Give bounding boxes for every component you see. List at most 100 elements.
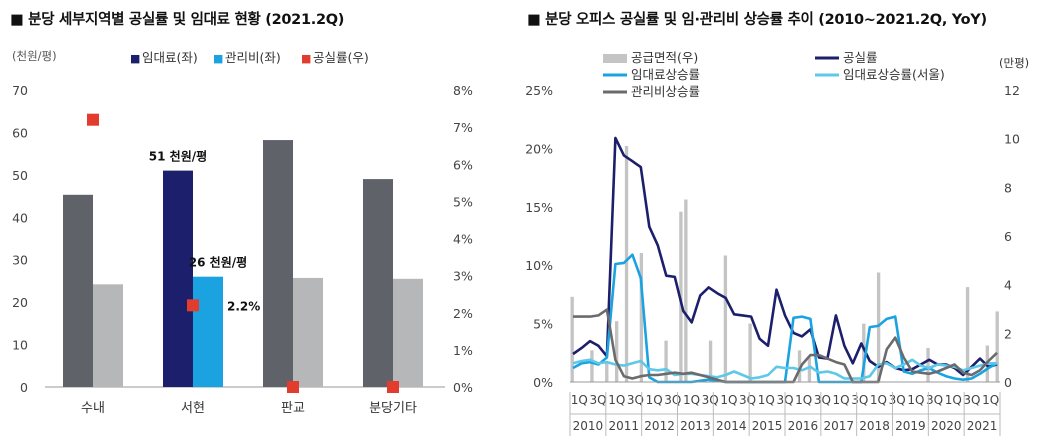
vacancy-marker bbox=[87, 113, 99, 126]
supply-bar bbox=[807, 357, 812, 382]
x-tick-label: 3Q bbox=[627, 393, 644, 407]
x-tick-label: 3Q bbox=[889, 393, 906, 407]
y2-tick-label: 2% bbox=[453, 306, 473, 321]
x-tick-label: 3Q bbox=[851, 393, 868, 407]
y2-tick-label: 10 bbox=[1004, 132, 1020, 147]
year-label: 2019 bbox=[895, 419, 926, 433]
bar-rent bbox=[263, 140, 293, 387]
y2-tick-label: 6 bbox=[1004, 229, 1012, 244]
vacancy-marker bbox=[187, 299, 199, 312]
y-tick-label: 0% bbox=[533, 375, 553, 390]
bar-fee bbox=[293, 277, 323, 387]
y2-tick-label: 8% bbox=[453, 83, 473, 98]
chart-panel-trend: ■ 분당 오피스 공실률 및 임·관리비 상승률 추이 (2010~2021.2… bbox=[525, 0, 1040, 444]
y-tick-label: 60 bbox=[12, 125, 28, 140]
year-label: 2012 bbox=[644, 419, 675, 433]
bar-fee bbox=[93, 284, 123, 387]
x-tick-label: 1Q bbox=[945, 393, 962, 407]
chart-title: ■ 분당 세부지역별 공실률 및 임대료 현황 (2021.2Q) bbox=[10, 12, 345, 28]
y-tick-label: 0 bbox=[20, 380, 28, 395]
data-label-fee: 26 천원/평 bbox=[189, 255, 247, 270]
bar-chart: (천원/평) ■ 임대료(좌) ■ 관리비(좌) ■ 공실률(우)0102030405060… bbox=[12, 49, 473, 416]
legend-label: 임대료상승률(서울) bbox=[843, 67, 945, 82]
supply-bar bbox=[876, 272, 881, 382]
x-tick-label: 1Q bbox=[646, 393, 663, 407]
y-tick-label: 10% bbox=[525, 258, 553, 273]
legend-marker: ■ bbox=[213, 52, 223, 65]
year-label: 2010 bbox=[573, 419, 604, 433]
y-tick-label: 5% bbox=[533, 317, 553, 332]
x-tick-label: 1Q bbox=[795, 393, 812, 407]
legend-label: 공실률 bbox=[843, 50, 878, 65]
vacancy-marker bbox=[287, 381, 299, 393]
x-tick-label: 분당기타 bbox=[369, 401, 417, 416]
year-label: 2018 bbox=[859, 419, 890, 433]
year-label: 2017 bbox=[823, 419, 854, 433]
data-label-vacancy: 2.2% bbox=[227, 299, 260, 313]
x-tick-label: 3Q bbox=[589, 393, 606, 407]
y2-tick-label: 2 bbox=[1004, 326, 1012, 341]
bar-fee bbox=[193, 276, 223, 387]
x-tick-label: 1Q bbox=[870, 393, 887, 407]
legend-label: 공실률(우) bbox=[313, 50, 369, 65]
y2-tick-label: 0 bbox=[1004, 375, 1012, 390]
y2-tick-label: 4% bbox=[453, 232, 473, 247]
x-tick-label: 1Q bbox=[907, 393, 924, 407]
y2-tick-label: 6% bbox=[453, 157, 473, 172]
x-tick-label: 3Q bbox=[664, 393, 681, 407]
bar-rent bbox=[163, 170, 193, 387]
legend-swatch bbox=[603, 54, 627, 63]
series-line bbox=[572, 136, 998, 377]
supply-bar bbox=[614, 321, 619, 382]
y-tick-label: 40 bbox=[12, 210, 28, 225]
x-tick-label: 1Q bbox=[720, 393, 737, 407]
bar-fee bbox=[393, 278, 423, 387]
y2-tick-label: 4 bbox=[1004, 278, 1012, 293]
x-tick-label: 수내 bbox=[81, 401, 105, 416]
y2-tick-label: 8 bbox=[1004, 180, 1012, 195]
legend-label: 임대료상승률 bbox=[631, 67, 700, 82]
x-tick-label: 1Q bbox=[683, 393, 700, 407]
y-tick-label: 20 bbox=[12, 295, 28, 310]
x-tick-label: 3Q bbox=[702, 393, 719, 407]
series-line bbox=[572, 358, 997, 380]
x-tick-label: 3Q bbox=[814, 393, 831, 407]
year-label: 2014 bbox=[716, 419, 747, 433]
year-label: 2021 bbox=[967, 419, 998, 433]
chart-panel-rent-vacancy: ■ 분당 세부지역별 공실률 및 임대료 현황 (2021.2Q) (천원/평)… bbox=[10, 12, 473, 416]
supply-bar bbox=[995, 311, 999, 382]
x-tick-label: 3Q bbox=[739, 393, 756, 407]
legend-marker: ■ bbox=[301, 52, 311, 65]
legend-label: 공급면적(우) bbox=[631, 50, 698, 65]
x-tick-label: 1Q bbox=[833, 393, 850, 407]
y-tick-label: 70 bbox=[12, 83, 28, 98]
supply-bar bbox=[965, 287, 970, 382]
y-tick-label: 10 bbox=[12, 338, 28, 353]
supply-bar bbox=[926, 347, 930, 382]
y2-tick-label: 3% bbox=[453, 269, 473, 284]
supply-bar bbox=[862, 323, 866, 382]
bar-rent bbox=[63, 194, 93, 387]
y2-tick-label: 0% bbox=[453, 380, 473, 395]
y-axis-label: (천원/평) bbox=[12, 49, 57, 63]
x-tick-label: 판교 bbox=[281, 401, 305, 416]
y2-tick-label: 7% bbox=[453, 120, 473, 135]
chart-title: ■ 분당 오피스 공실률 및 임·관리비 상승률 추이 (2010~2021.2… bbox=[527, 12, 987, 28]
supply-bar bbox=[624, 145, 629, 382]
y-tick-label: 50 bbox=[12, 168, 28, 183]
legend-label: 관리비상승률 bbox=[631, 84, 700, 99]
x-tick-label: 1Q bbox=[982, 393, 999, 407]
supply-bar bbox=[797, 350, 802, 382]
y2-tick-label: 5% bbox=[453, 194, 473, 209]
supply-bar bbox=[570, 296, 574, 382]
supply-bar bbox=[748, 323, 752, 382]
supply-bar bbox=[639, 253, 644, 382]
y2-tick-label: 1% bbox=[453, 343, 473, 358]
y-tick-label: 25% bbox=[525, 83, 553, 98]
x-tick-label: 1Q bbox=[571, 393, 588, 407]
year-label: 2013 bbox=[680, 419, 711, 433]
y2-axis-label: (만평) bbox=[999, 56, 1029, 70]
vacancy-marker bbox=[387, 381, 399, 393]
y-tick-label: 15% bbox=[525, 200, 553, 215]
